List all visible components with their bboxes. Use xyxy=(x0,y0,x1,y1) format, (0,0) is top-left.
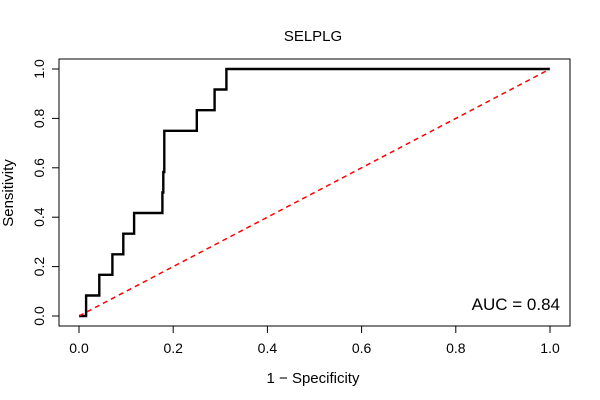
x-tick-label: 0.2 xyxy=(163,340,183,356)
x-tick-label: 0.4 xyxy=(258,340,278,356)
x-tick-label: 0.6 xyxy=(352,340,372,356)
chart-title: SELPLG xyxy=(284,28,342,45)
x-tick-label: 1.0 xyxy=(540,340,560,356)
x-tick-label: 0.8 xyxy=(446,340,466,356)
x-tick-label: 0.0 xyxy=(69,340,89,356)
y-axis-label: Sensitivity xyxy=(0,159,17,227)
y-tick-label: 1.0 xyxy=(31,59,47,79)
y-tick-label: 0.6 xyxy=(31,158,47,178)
reference-diagonal-line xyxy=(78,68,551,317)
roc-curve xyxy=(79,67,550,318)
y-axis: 0.0 0.2 0.4 0.6 0.8 1.0 xyxy=(31,59,60,326)
y-tick-label: 0.2 xyxy=(31,257,47,277)
y-tick-label: 0.0 xyxy=(31,306,47,326)
y-tick-label: 0.8 xyxy=(31,108,47,128)
y-tick-label: 0.4 xyxy=(31,207,47,227)
auc-annotation: AUC = 0.84 xyxy=(472,295,560,314)
series-layer xyxy=(78,67,551,318)
x-axis-label: 1 − Specificity xyxy=(267,370,360,387)
x-axis: 0.0 0.2 0.4 0.6 0.8 1.0 xyxy=(69,325,560,356)
